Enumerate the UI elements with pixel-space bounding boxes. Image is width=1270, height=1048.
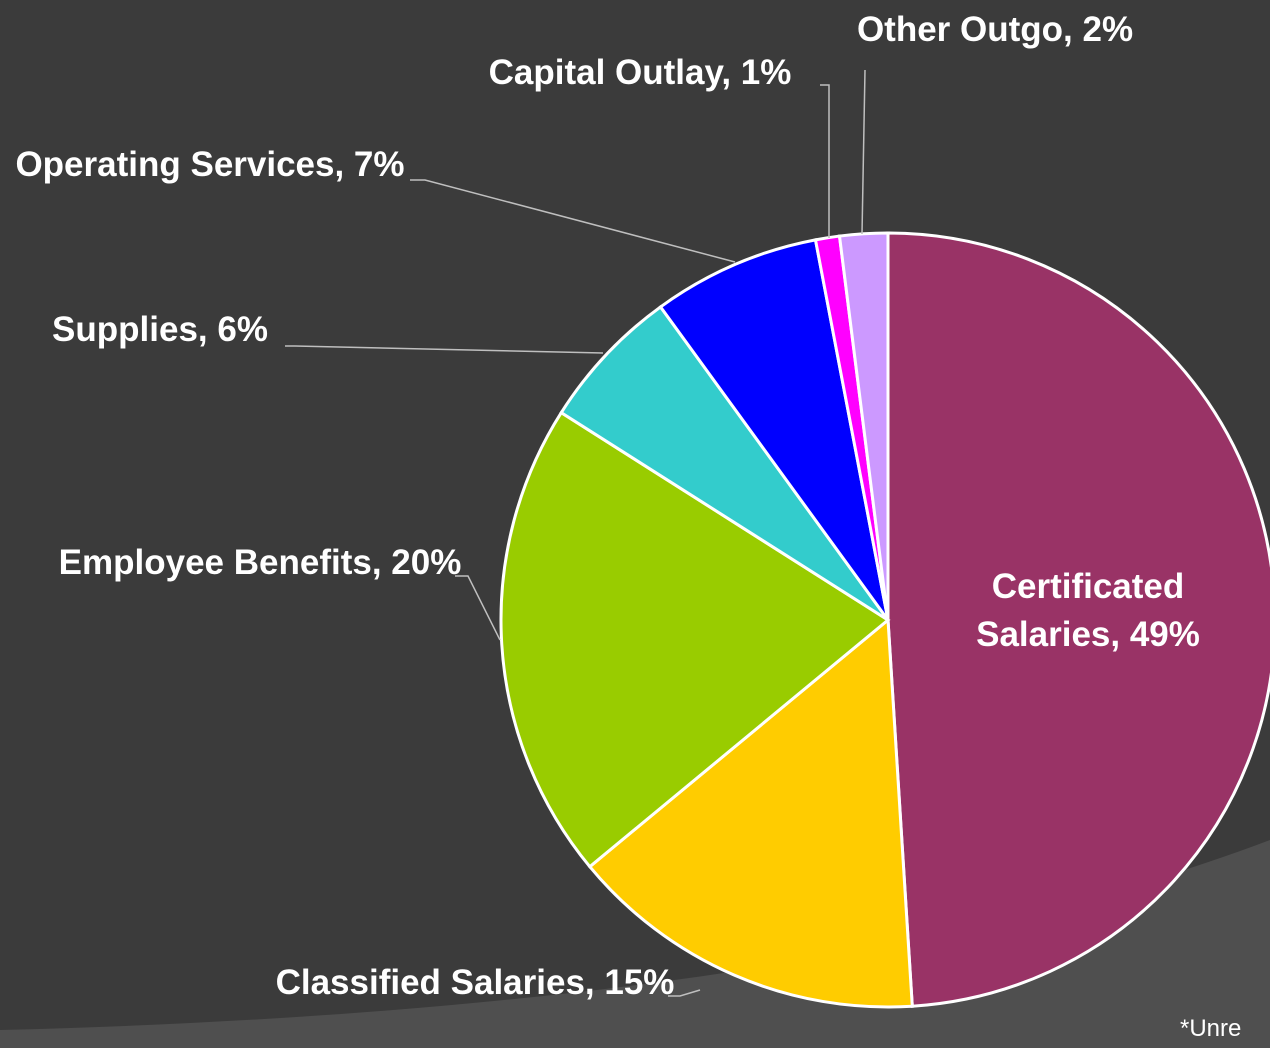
slice-label: Operating Services, 7% (15, 145, 405, 184)
slice-label: Certificated Salaries, 49% (976, 567, 1200, 654)
leader-line (410, 179, 736, 263)
leader-line (820, 84, 830, 238)
footnote: *Unre (1180, 1015, 1242, 1042)
leader-line (668, 989, 701, 997)
leader-lines (285, 69, 866, 997)
pie (499, 231, 1270, 1009)
leader-line (285, 345, 604, 354)
pie-slice (658, 238, 890, 621)
pie-slice (886, 231, 1270, 1008)
pie-slice (837, 231, 890, 621)
pie-slice (499, 410, 891, 869)
pie-slice (587, 616, 914, 1009)
slice-label: Supplies, 6% (52, 310, 268, 349)
slice-label: Classified Salaries, 15% (275, 963, 675, 1002)
pie-slice (559, 304, 890, 622)
slice-label: Employee Benefits, 20% (58, 543, 462, 582)
slice-label: Capital Outlay, 1% (488, 53, 792, 92)
slice-label: Other Outgo, 2% (856, 10, 1134, 49)
leader-line (455, 575, 501, 641)
leader-line (861, 69, 866, 235)
